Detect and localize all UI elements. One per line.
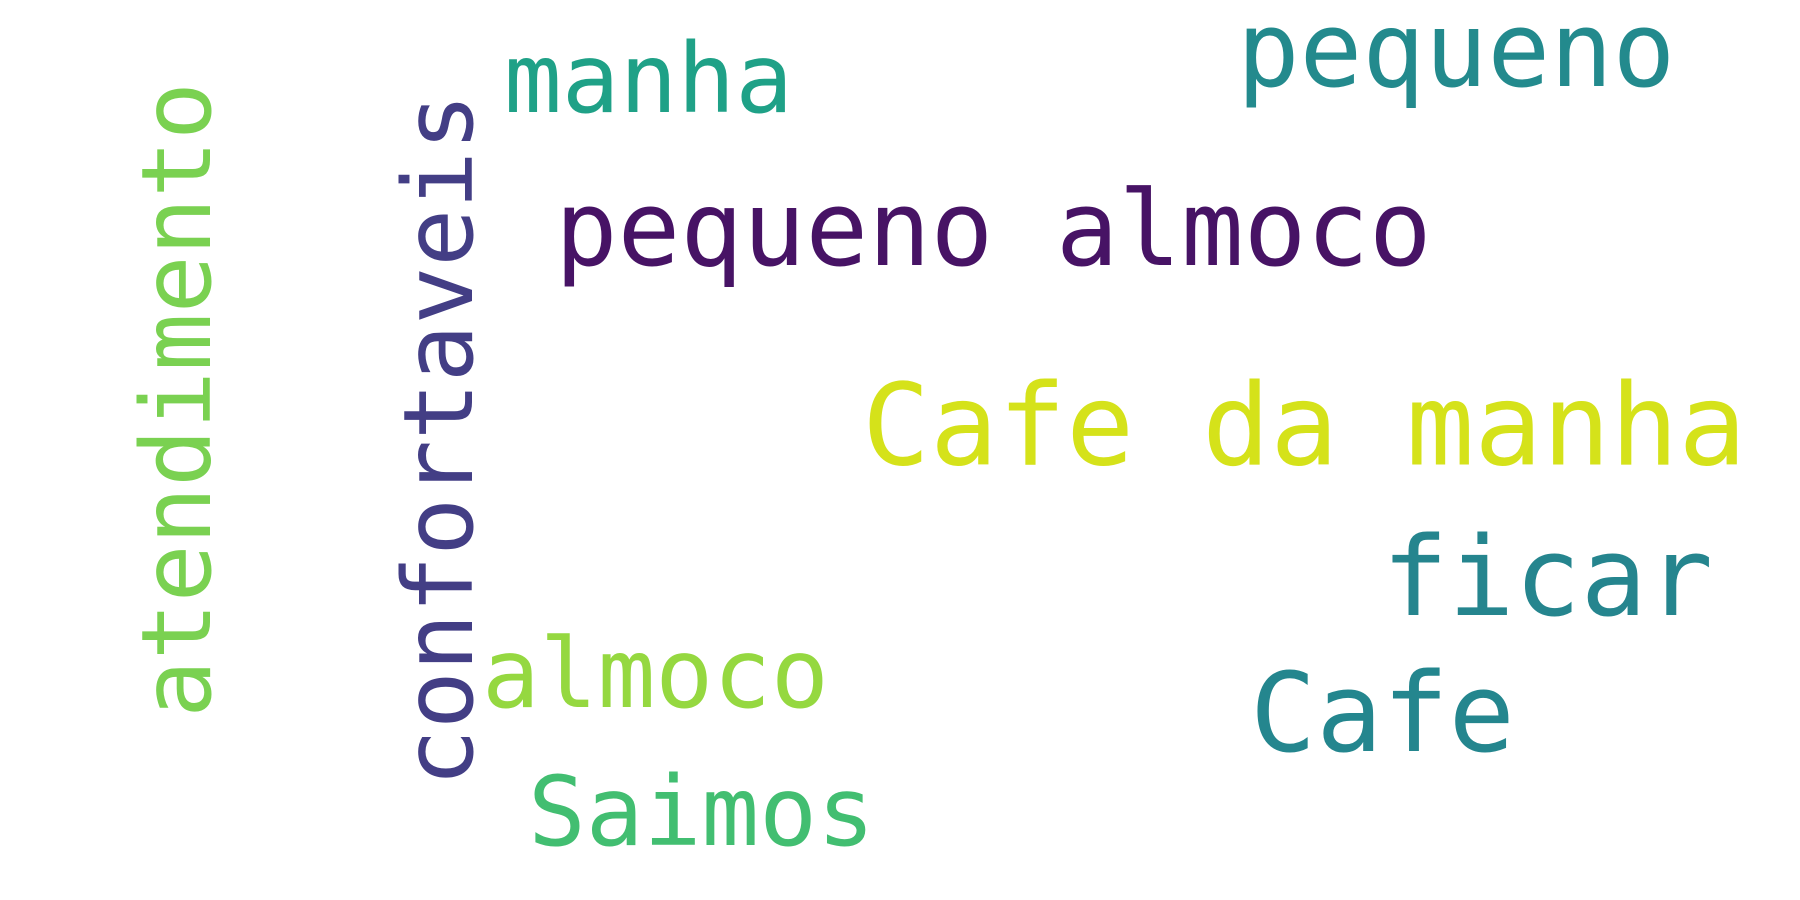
word-almoco: almoco	[482, 618, 829, 730]
word-saimos: Saimos	[528, 756, 875, 868]
word-manha: manha	[504, 23, 793, 135]
word-atendimento: atendimento	[121, 82, 233, 718]
word-confortaveis: confortaveis	[383, 93, 495, 787]
word-cafe: Cafe	[1250, 649, 1515, 777]
word-ficar: ficar	[1382, 513, 1714, 641]
word-cafe-da-manha: Cafe da manha	[862, 359, 1747, 492]
word-pequeno: pequeno	[1237, 0, 1676, 111]
word-pequeno-almoco: pequeno almoco	[555, 168, 1432, 290]
